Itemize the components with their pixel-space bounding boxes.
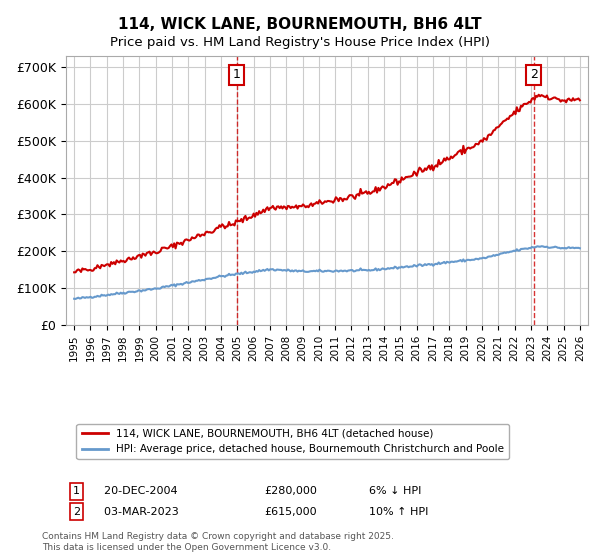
Text: £615,000: £615,000 [265,507,317,517]
Text: 114, WICK LANE, BOURNEMOUTH, BH6 4LT: 114, WICK LANE, BOURNEMOUTH, BH6 4LT [118,17,482,32]
Legend: 114, WICK LANE, BOURNEMOUTH, BH6 4LT (detached house), HPI: Average price, detac: 114, WICK LANE, BOURNEMOUTH, BH6 4LT (de… [76,424,509,459]
Text: 10% ↑ HPI: 10% ↑ HPI [369,507,428,517]
Text: 1: 1 [233,68,241,81]
Text: Contains HM Land Registry data © Crown copyright and database right 2025.
This d: Contains HM Land Registry data © Crown c… [42,532,394,552]
Text: Price paid vs. HM Land Registry's House Price Index (HPI): Price paid vs. HM Land Registry's House … [110,36,490,49]
Text: 2: 2 [530,68,538,81]
Text: 20-DEC-2004: 20-DEC-2004 [97,487,178,497]
Text: 03-MAR-2023: 03-MAR-2023 [97,507,179,517]
Text: 2: 2 [73,507,80,517]
Text: 6% ↓ HPI: 6% ↓ HPI [369,487,421,497]
Text: £280,000: £280,000 [265,487,317,497]
Text: 1: 1 [73,487,80,497]
